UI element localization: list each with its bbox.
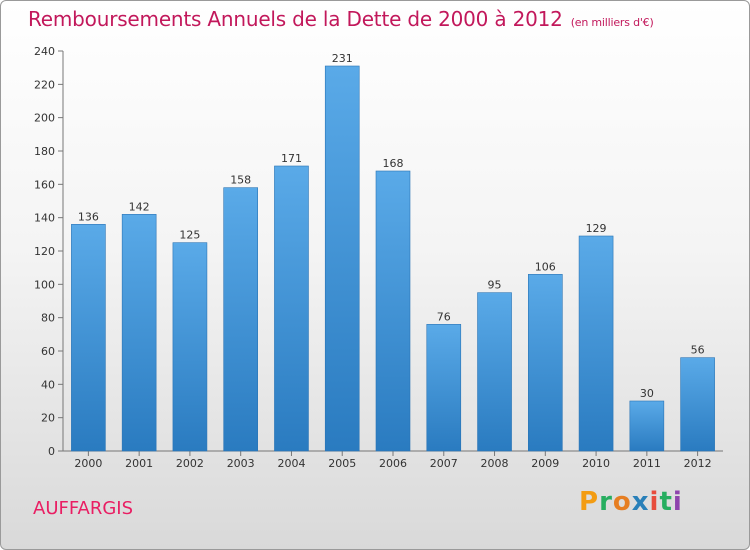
bar-value-label: 171 [281,152,302,165]
commune-name: AUFFARGIS [33,498,134,519]
bar [375,170,411,452]
bar-value-label: 56 [691,344,705,357]
bar [324,65,360,452]
bar [578,235,614,452]
bar [680,357,715,452]
bar-value-label: 158 [230,174,251,187]
bar [528,274,563,452]
x-tick-label: 2000 [74,457,102,470]
bar [426,324,462,452]
bar-value-label: 231 [332,52,353,65]
bar-value-label: 95 [488,279,502,292]
x-tick-label: 2002 [176,457,204,470]
logo-letter: o [612,487,632,517]
bar-value-label: 136 [78,210,99,223]
logo-letter: t [659,487,673,517]
y-tick-label: 240 [34,45,55,58]
logo-letter: i [649,487,660,517]
y-tick-label: 80 [41,312,55,325]
bar-value-label: 142 [129,200,150,213]
bar-value-label: 168 [383,157,404,170]
bar [223,187,258,452]
logo-letter: P [579,487,600,517]
x-tick-label: 2009 [531,457,559,470]
x-tick-label: 2012 [684,457,712,470]
chart-unit: (en milliers d'€) [570,16,654,29]
chart-title: Remboursements Annuels de la Dette de 20… [28,7,563,31]
y-tick-label: 60 [41,345,55,358]
bar [172,242,208,452]
chart-title-line: Remboursements Annuels de la Dette de 20… [28,7,654,31]
x-tick-label: 2006 [379,457,407,470]
bar [274,165,309,452]
x-tick-label: 2010 [582,457,610,470]
y-tick-label: 120 [34,245,55,258]
y-tick-label: 20 [41,412,55,425]
y-tick-label: 140 [34,212,55,225]
bar [477,292,512,452]
bar-value-label: 76 [437,310,451,323]
x-tick-label: 2011 [633,457,661,470]
y-tick-label: 220 [34,78,55,91]
y-tick-label: 180 [34,145,55,158]
bar-value-label: 106 [535,260,556,273]
x-tick-label: 2007 [430,457,458,470]
bar [121,214,157,452]
bar-value-label: 125 [179,229,200,242]
bar-value-label: 30 [640,387,654,400]
x-tick-label: 2005 [328,457,356,470]
y-tick-label: 200 [34,112,55,125]
y-tick-label: 0 [48,445,55,458]
logo-letter: i [672,487,683,517]
logo-letter: r [599,487,613,517]
x-tick-label: 2004 [277,457,305,470]
x-tick-label: 2008 [481,457,509,470]
y-tick-label: 160 [34,178,55,191]
logo-letter: x [631,487,650,517]
chart-bars: 136 142 125 158 171 231 168 76 95 106 129 30 56 [71,52,715,452]
bar [71,224,106,452]
x-tick-label: 2001 [125,457,153,470]
y-tick-label: 40 [41,378,55,391]
chart-axes: 0 20 40 60 80 100 120 140 160 180 200 220 240 2000 200… [34,45,723,470]
y-tick-label: 100 [34,278,55,291]
bar [629,400,665,452]
x-tick-label: 2003 [227,457,255,470]
bar-value-label: 129 [586,222,607,235]
proxiti-logo: Proxiti [579,487,683,517]
